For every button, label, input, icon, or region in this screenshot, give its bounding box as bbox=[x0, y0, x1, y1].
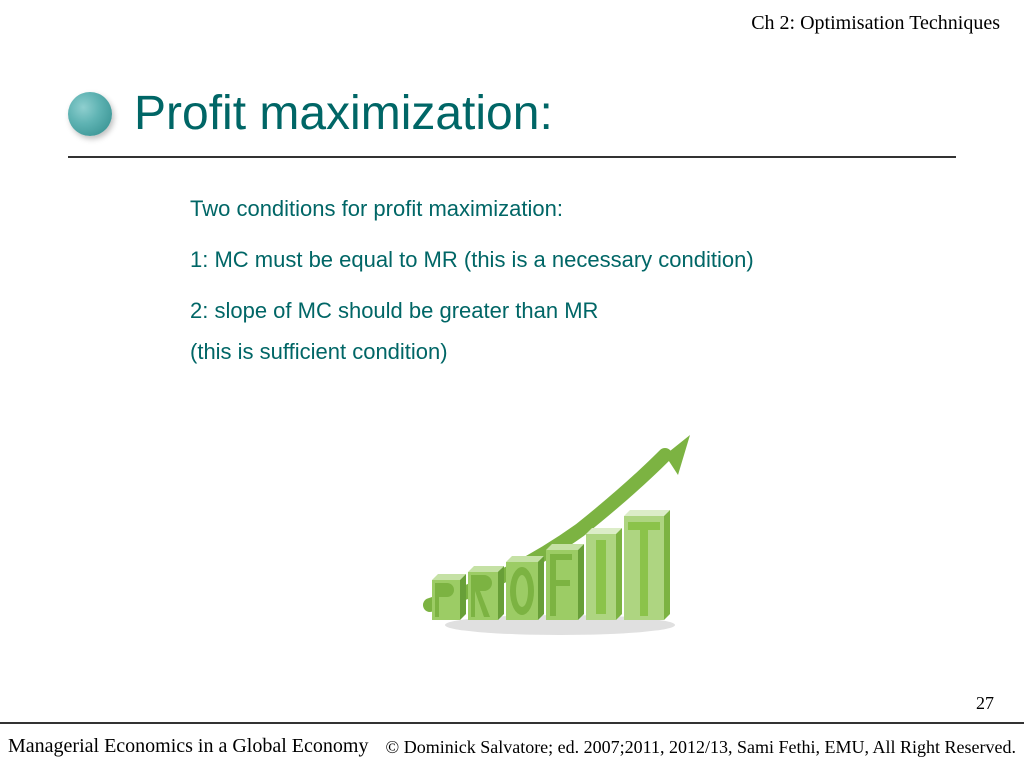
title-underline bbox=[68, 156, 956, 158]
footer-left: Managerial Economics in a Global Economy bbox=[8, 735, 368, 758]
slide-title: Profit maximization: bbox=[134, 86, 553, 141]
body-cond2b: (this is sufficient condition) bbox=[190, 335, 930, 368]
body-cond2a: 2: slope of MC should be greater than MR bbox=[190, 294, 930, 327]
chapter-header: Ch 2: Optimisation Techniques bbox=[751, 12, 1000, 35]
bullet-icon bbox=[68, 92, 112, 136]
profit-growth-graphic: P bbox=[420, 430, 700, 640]
title-row: Profit maximization: bbox=[68, 86, 553, 141]
body-intro: Two conditions for profit maximization: bbox=[190, 192, 930, 225]
page-number: 27 bbox=[976, 693, 994, 714]
footer-divider bbox=[0, 722, 1024, 724]
footer-right: © Dominick Salvatore; ed. 2007;2011, 201… bbox=[386, 737, 1016, 758]
body-content: Two conditions for profit maximization: … bbox=[190, 192, 930, 376]
body-cond1: 1: MC must be equal to MR (this is a nec… bbox=[190, 243, 930, 276]
